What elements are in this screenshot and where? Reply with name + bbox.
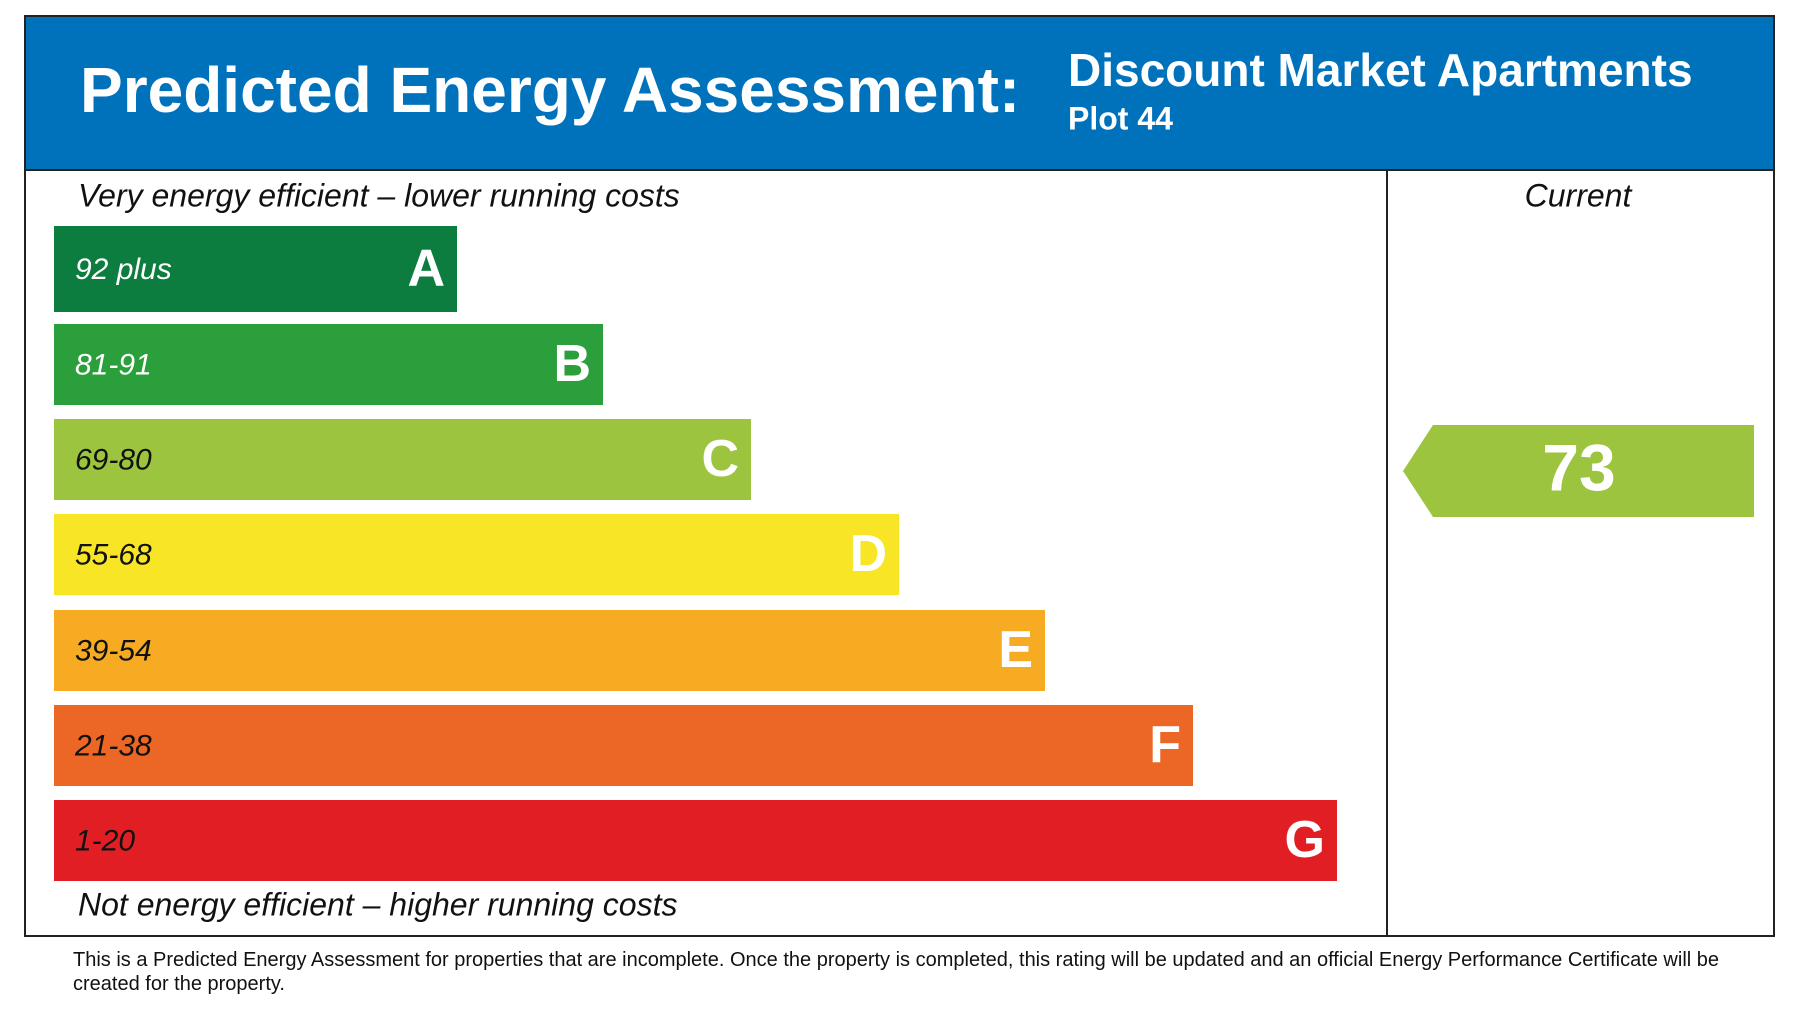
band-letter: G bbox=[1285, 811, 1325, 869]
bottom-note: Not energy efficient – higher running co… bbox=[78, 886, 677, 922]
band-range: 1-20 bbox=[75, 824, 135, 857]
top-note: Very energy efficient – lower running co… bbox=[78, 177, 680, 213]
band-range: 92 plus bbox=[75, 253, 172, 286]
band-letter: B bbox=[553, 335, 591, 393]
band-range: 21-38 bbox=[74, 729, 152, 762]
band-range: 55-68 bbox=[75, 538, 152, 571]
current-value: 73 bbox=[1542, 430, 1615, 504]
band bbox=[54, 514, 899, 595]
band bbox=[54, 226, 457, 312]
band-letter: A bbox=[407, 240, 445, 298]
current-arrow bbox=[1403, 425, 1754, 517]
title: Predicted Energy Assessment: bbox=[80, 54, 1020, 126]
header-bar bbox=[26, 17, 1773, 170]
band-range: 39-54 bbox=[75, 634, 152, 667]
band-letter: F bbox=[1149, 716, 1181, 774]
band bbox=[54, 324, 603, 405]
property-name: Discount Market Apartments bbox=[1068, 44, 1693, 96]
band-letter: D bbox=[849, 525, 887, 583]
band bbox=[54, 800, 1337, 881]
band bbox=[54, 419, 751, 500]
band-range: 69-80 bbox=[75, 443, 152, 476]
band bbox=[54, 705, 1193, 786]
band bbox=[54, 610, 1045, 691]
energy-chart: Predicted Energy Assessment: Discount Ma… bbox=[24, 15, 1775, 937]
band-letter: C bbox=[701, 430, 739, 488]
plot: Plot 44 bbox=[1068, 100, 1173, 136]
current-label: Current bbox=[1525, 177, 1633, 213]
band-letter: E bbox=[998, 621, 1033, 679]
band-range: 81-91 bbox=[75, 348, 152, 381]
footnote: This is a Predicted Energy Assessment fo… bbox=[73, 949, 1720, 995]
